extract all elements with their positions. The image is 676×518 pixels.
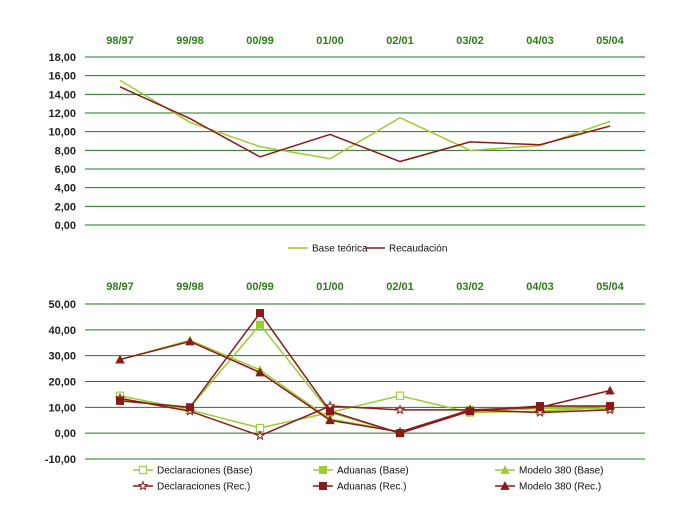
y-tick-label: 30,00 — [48, 351, 76, 363]
legend-item: Modelo 380 (Rec.) — [495, 481, 601, 493]
legend-label: Aduanas (Rec.) — [337, 482, 406, 493]
category-label: 03/02 — [456, 35, 484, 47]
data-point — [115, 354, 125, 364]
y-tick-label: 20,00 — [48, 377, 76, 389]
y-tick-label: 40,00 — [48, 325, 76, 337]
y-tick-label: -10,00 — [45, 454, 76, 466]
data-point — [465, 405, 475, 414]
data-point — [185, 403, 194, 412]
series-5 — [116, 309, 615, 438]
data-point — [254, 430, 266, 441]
legend: Base teórica Recaudación — [288, 244, 447, 255]
series-2 — [119, 86, 611, 163]
y-tick-label: 0,00 — [55, 428, 76, 440]
series-3 — [115, 335, 615, 436]
category-label: 00/99 — [246, 281, 274, 293]
y-tick-label: 8,00 — [55, 145, 76, 157]
data-point — [606, 402, 615, 411]
category-label: 98/97 — [106, 35, 134, 47]
y-tick-label: 10,00 — [48, 402, 76, 414]
legend-item: Declaraciones (Base) — [133, 466, 253, 477]
series-6 — [115, 336, 615, 436]
category-label: 03/02 — [456, 281, 484, 293]
category-label: 98/97 — [106, 281, 134, 293]
y-tick-label: 16,00 — [48, 71, 76, 83]
legend-item: Recaudación — [365, 244, 447, 255]
category-label: 00/99 — [246, 35, 274, 47]
category-label: 99/98 — [176, 281, 204, 293]
category-label: 99/98 — [176, 35, 204, 47]
legend-marker — [318, 465, 327, 474]
y-tick-label: 4,00 — [55, 183, 76, 195]
category-label: 05/04 — [596, 35, 624, 47]
legend-label: Declaraciones (Rec.) — [157, 482, 250, 493]
category-label: 05/04 — [596, 281, 624, 293]
series-line — [119, 79, 611, 160]
legend-label: Declaraciones (Base) — [157, 466, 253, 477]
legend-item: Aduanas (Base) — [313, 466, 409, 477]
series-1 — [119, 79, 611, 160]
y-tick-label: 50,00 — [48, 299, 76, 311]
legend-item: Base teórica — [288, 244, 368, 255]
data-point — [255, 320, 264, 329]
category-label: 02/01 — [386, 35, 414, 47]
data-point — [185, 336, 195, 346]
category-label: 01/00 — [316, 281, 344, 293]
data-point — [325, 415, 335, 425]
legend-marker — [500, 465, 510, 474]
chart-1: 0,00 2,00 4,00 6,00 8,00 10,00 12,00 14,00 16,00… — [48, 35, 645, 255]
legend-label: Modelo 380 (Rec.) — [519, 482, 601, 493]
data-point — [605, 385, 615, 395]
series-line — [119, 397, 611, 437]
legend-marker — [318, 481, 327, 490]
series-line — [119, 339, 610, 433]
legend: Declaraciones (Base) Aduanas (Base) Modelo… — [133, 465, 604, 493]
y-tick-label: 6,00 — [55, 164, 76, 176]
legend-label: Aduanas (Base) — [337, 466, 409, 477]
legend-label: Modelo 380 (Base) — [519, 466, 604, 477]
y-tick-label: 2,00 — [55, 201, 76, 213]
data-point — [395, 391, 405, 400]
y-tick-label: 10,00 — [48, 127, 76, 139]
legend-item: Modelo 380 (Base) — [495, 465, 604, 477]
data-point — [394, 404, 406, 415]
data-point — [255, 367, 265, 377]
category-label: 04/03 — [526, 35, 554, 47]
data-point — [535, 402, 545, 412]
data-point — [325, 407, 334, 416]
legend-marker — [138, 465, 148, 475]
legend-item: Declaraciones (Rec.) — [133, 480, 250, 493]
y-tick-label: 0,00 — [55, 220, 76, 232]
series-line — [119, 86, 611, 163]
y-tick-label: 18,00 — [48, 52, 76, 64]
series-4 — [114, 392, 616, 441]
legend-marker — [500, 481, 510, 490]
category-label: 02/01 — [386, 281, 414, 293]
y-tick-label: 14,00 — [48, 89, 76, 101]
legend-label: Recaudación — [389, 244, 447, 255]
y-tick-label: 12,00 — [48, 108, 76, 120]
series-line — [119, 311, 610, 434]
category-label: 04/03 — [526, 281, 554, 293]
category-label: 01/00 — [316, 35, 344, 47]
chart-2: -10,00 0,00 10,00 20,00 30,00 40,00 50,00 98/97… — [45, 281, 645, 493]
data-point — [116, 396, 125, 405]
legend-marker — [137, 480, 149, 491]
series-line — [119, 340, 611, 433]
data-point — [255, 309, 264, 318]
legend-item: Aduanas (Rec.) — [313, 482, 406, 493]
data-point — [395, 427, 405, 436]
legend-label: Base teórica — [312, 244, 368, 255]
